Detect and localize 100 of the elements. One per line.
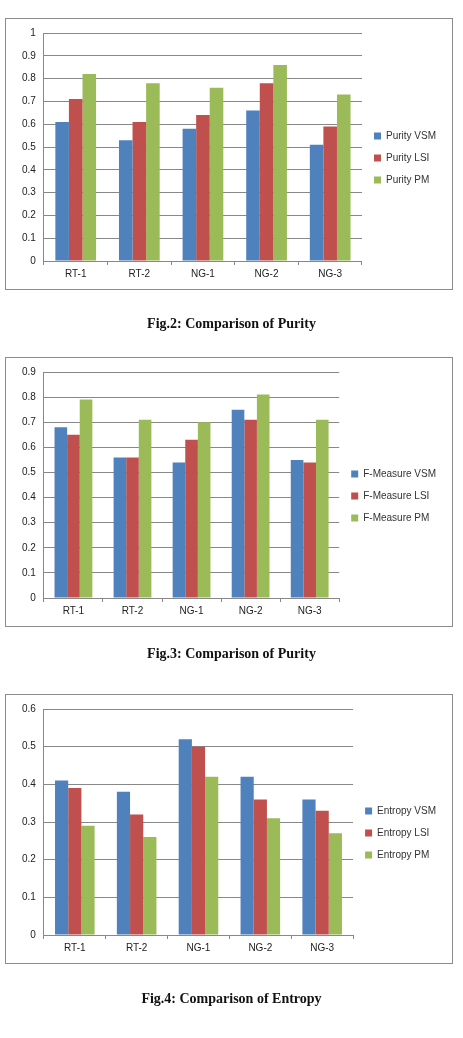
legend-label: Purity LSI [385, 151, 430, 163]
x-tick-label: NG-1 [179, 604, 204, 616]
x-tick-label: RT-2 [128, 267, 151, 279]
legend-label: Purity VSM [385, 129, 437, 141]
y-tick-label: 0.4 [22, 163, 37, 175]
bar [328, 833, 342, 935]
bar [209, 87, 224, 261]
legend-label: Entropy LSI [377, 826, 430, 838]
bar [178, 739, 192, 935]
y-tick-label: 0.3 [22, 186, 37, 198]
bar [191, 746, 206, 935]
bar [182, 128, 197, 261]
y-tick-label: 0.6 [22, 702, 37, 714]
bar [231, 409, 245, 598]
y-tick-label: 0 [30, 928, 37, 940]
y-tick-label: 0.9 [22, 365, 37, 377]
y-tick-label: 0 [30, 254, 37, 266]
legend-label: F-Measure VSM [363, 467, 436, 479]
bar [244, 419, 257, 598]
legend-label: Purity PM [385, 173, 430, 185]
bar [303, 462, 316, 598]
y-tick-label: 0.2 [22, 541, 37, 553]
bar [197, 422, 211, 598]
bar [309, 144, 324, 261]
bar [315, 810, 329, 935]
y-tick-label: 1 [30, 26, 37, 38]
y-tick-label: 0.6 [22, 441, 37, 453]
bar [55, 780, 69, 935]
legend-label: Entropy VSM [377, 804, 437, 816]
bar [68, 788, 82, 935]
bar [290, 459, 304, 598]
x-tick-label: NG-3 [297, 604, 323, 616]
bar [146, 83, 160, 261]
bar [130, 814, 144, 935]
y-tick-label: 0.5 [22, 140, 37, 152]
y-tick-label: 0.8 [22, 390, 37, 402]
y-tick-label: 0.5 [22, 466, 37, 478]
y-tick-label: 0.1 [22, 891, 37, 903]
x-tick-label: RT-1 [64, 941, 86, 953]
y-tick-label: 0.1 [22, 231, 37, 243]
bar [55, 121, 69, 261]
y-tick-label: 0.7 [22, 415, 37, 427]
bar [132, 121, 147, 261]
bar [240, 776, 254, 935]
y-tick-label: 0.3 [22, 516, 37, 528]
bar [196, 115, 210, 261]
y-tick-label: 0.4 [22, 491, 37, 503]
legend-label: F-Measure PM [363, 511, 430, 523]
bar [143, 837, 157, 935]
bar [259, 83, 274, 261]
bar [253, 799, 267, 935]
bar [315, 419, 329, 598]
bar [256, 394, 270, 598]
bar [172, 462, 186, 598]
x-tick-label: NG-1 [186, 941, 211, 953]
legend-label: Entropy PM [377, 848, 430, 860]
y-tick-label: 0.1 [22, 566, 37, 578]
x-tick-label: NG-2 [248, 941, 273, 953]
bar [113, 457, 127, 598]
bar [273, 64, 287, 261]
bar [79, 399, 93, 598]
bar [205, 776, 219, 935]
bar [336, 94, 351, 261]
y-tick-label: 0.6 [22, 117, 37, 129]
text: Fig.4: Comparison of Entropy [140, 991, 323, 1007]
bar [54, 427, 68, 598]
x-tick-label: RT-2 [121, 604, 144, 616]
bar [266, 818, 281, 935]
x-tick-label: RT-1 [62, 604, 85, 616]
bar [246, 110, 260, 261]
x-tick-label: NG-2 [238, 604, 263, 616]
text: Fig.3: Comparison of Purity [146, 646, 317, 662]
y-tick-label: 0 [30, 591, 37, 603]
y-tick-label: 0.9 [22, 49, 37, 61]
bar [82, 74, 97, 261]
bar [323, 126, 337, 261]
bar [118, 140, 133, 261]
x-tick-label: NG-1 [190, 267, 216, 279]
bar [68, 99, 83, 261]
bar [81, 825, 95, 935]
y-tick-label: 0.8 [22, 72, 37, 84]
x-tick-label: RT-2 [125, 941, 148, 953]
x-tick-label: NG-2 [254, 267, 279, 279]
y-tick-label: 0.3 [22, 815, 37, 827]
legend-label: F-Measure LSI [363, 489, 430, 501]
y-tick-label: 0.2 [22, 209, 37, 221]
y-tick-label: 0.7 [22, 95, 37, 107]
x-tick-label: NG-3 [318, 267, 343, 279]
y-tick-label: 0.4 [22, 778, 37, 790]
y-tick-label: 0.2 [22, 853, 37, 865]
bar [138, 419, 152, 598]
y-tick-label: 0.5 [22, 740, 37, 752]
x-tick-label: NG-3 [310, 941, 335, 953]
bar [67, 434, 80, 598]
bar [126, 457, 139, 598]
bar [185, 439, 198, 598]
x-tick-label: RT-1 [64, 267, 87, 279]
bar [116, 791, 131, 935]
bar [302, 799, 316, 935]
text: Fig.2: Comparison of Purity [146, 316, 317, 332]
